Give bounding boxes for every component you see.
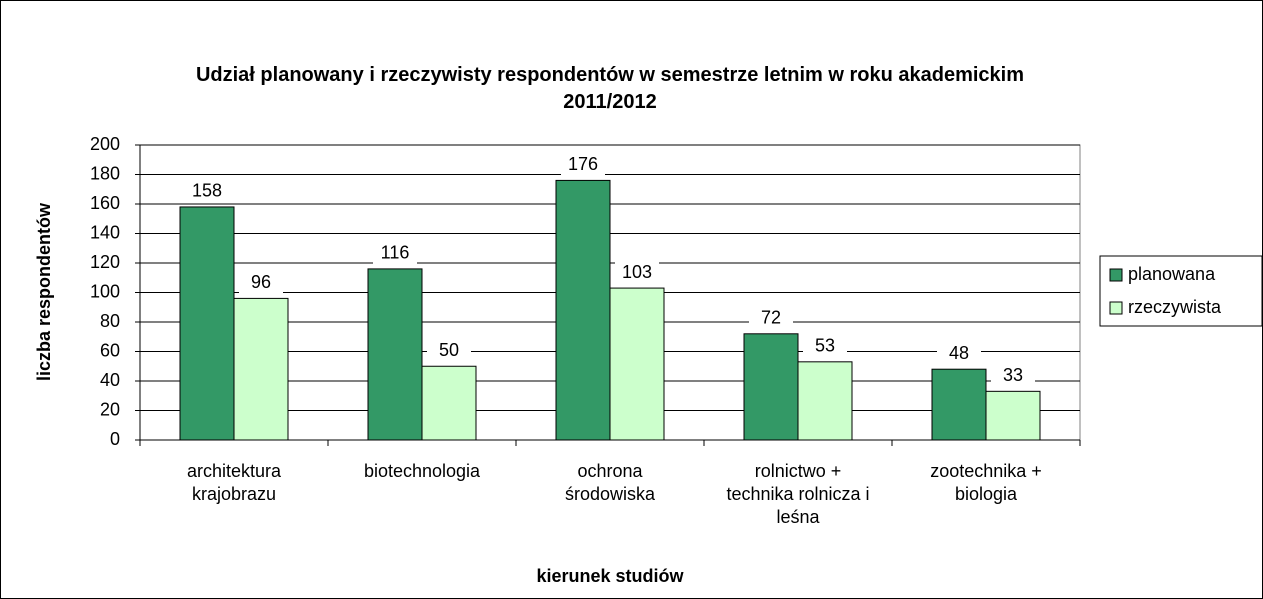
y-tick-label: 180 — [90, 163, 120, 183]
bar — [985, 390, 1041, 441]
y-tick-label: 100 — [90, 281, 120, 301]
value-label: 33 — [1003, 365, 1023, 385]
value-label: 50 — [439, 340, 459, 360]
value-label: 72 — [761, 308, 781, 328]
y-tick-label: 80 — [100, 311, 120, 331]
value-label-bg — [185, 180, 229, 203]
value-label-bg — [373, 242, 417, 265]
y-tick-label: 120 — [90, 252, 120, 272]
y-tick-label: 20 — [100, 399, 120, 419]
legend-label: rzeczywista — [1128, 297, 1222, 317]
x-tick-label: zootechnika + biologia — [930, 461, 1042, 504]
bar — [179, 206, 235, 441]
y-tick-label: 60 — [100, 340, 120, 360]
bar — [421, 365, 477, 441]
x-tick-label: ochrona środowiska — [564, 461, 656, 504]
value-label-bg — [991, 365, 1035, 388]
chart-title: Udział planowany i rzeczywisty responden… — [195, 64, 1025, 113]
legend-box — [1099, 255, 1263, 327]
value-label-bg — [749, 307, 793, 330]
y-tick-label: 140 — [90, 222, 120, 242]
value-label: 116 — [381, 243, 410, 263]
value-label: 53 — [815, 336, 835, 356]
bar — [743, 333, 799, 441]
y-tick-label: 160 — [90, 193, 120, 213]
legend-swatch — [1109, 268, 1123, 282]
bar — [367, 268, 423, 441]
y-tick-label: 200 — [90, 134, 120, 154]
y-axis-label: liczba respondentów — [34, 202, 54, 381]
value-label-bg — [615, 262, 659, 285]
value-label: 48 — [949, 343, 969, 363]
x-tick-label: rolnictwo + technika rolnicza i leśna — [726, 461, 870, 527]
bar — [609, 287, 665, 441]
y-tick-label: 40 — [100, 370, 120, 390]
bar — [233, 297, 289, 441]
value-label: 158 — [192, 181, 222, 201]
x-axis-label: kierunek studiów — [536, 566, 684, 586]
value-label-bg — [561, 154, 605, 177]
value-label: 176 — [568, 154, 598, 174]
bar — [931, 368, 987, 441]
bar — [555, 179, 611, 441]
value-label-bg — [803, 335, 847, 358]
legend-label: planowana — [1128, 264, 1216, 284]
value-label-bg — [427, 340, 471, 363]
value-label-bg — [239, 272, 283, 295]
value-label: 96 — [251, 272, 271, 292]
x-tick-label: biotechnologia — [363, 461, 481, 481]
x-tick-label: architektura krajobrazu — [186, 461, 282, 504]
bar — [797, 361, 853, 441]
value-label-bg — [937, 343, 981, 366]
y-tick-label: 0 — [110, 429, 120, 449]
value-label: 103 — [622, 262, 652, 282]
legend-swatch — [1109, 301, 1123, 315]
